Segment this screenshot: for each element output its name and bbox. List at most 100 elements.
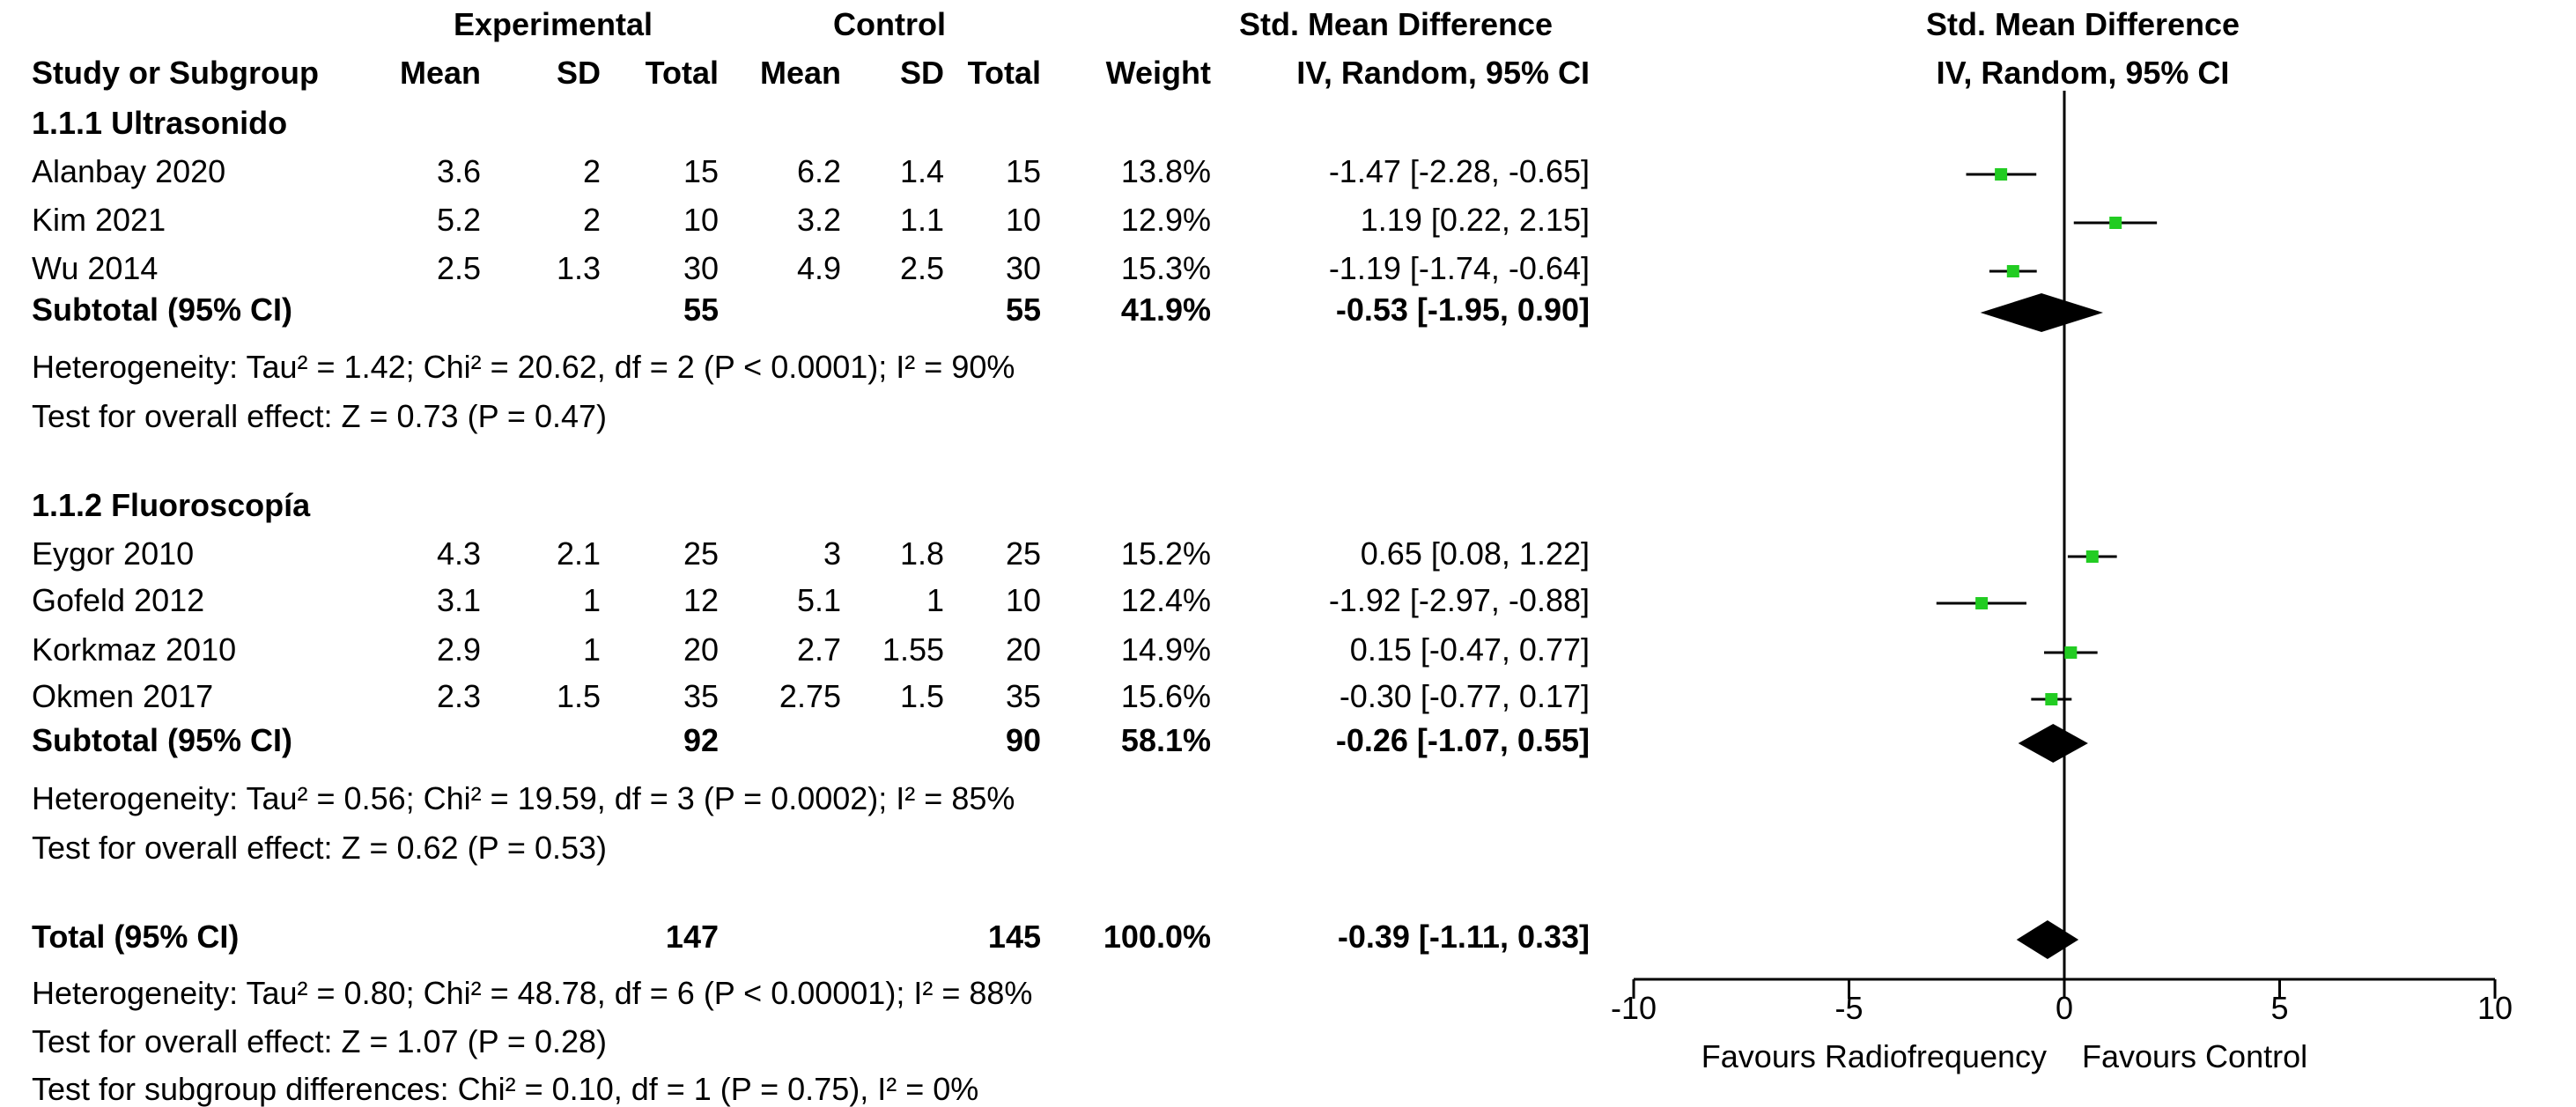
weight: 58.1% [1120, 722, 1211, 758]
method-header: IV, Random, 95% CI [1296, 55, 1590, 91]
effect-ci: -1.47 [-2.28, -0.65] [1328, 153, 1590, 189]
study-point [2109, 217, 2122, 229]
control-group-header: Control [833, 6, 946, 42]
study-point [2085, 550, 2099, 563]
weight: 15.2% [1120, 535, 1211, 572]
ctl-mean-header: Mean [759, 55, 841, 91]
ctl-total: 30 [1005, 250, 1041, 286]
ctl-mean: 3 [823, 535, 841, 572]
weight: 13.8% [1120, 153, 1211, 189]
effect-ci: -0.53 [-1.95, 0.90] [1335, 292, 1590, 328]
ctl-sd: 1.8 [899, 535, 944, 572]
ctl-sd: 1 [926, 582, 944, 618]
exp-mean: 5.2 [436, 202, 481, 238]
exp-sd: 1.5 [556, 678, 601, 714]
ctl-sd: 1.5 [899, 678, 944, 714]
study-name: Alanbay 2020 [32, 153, 226, 189]
study-name: Wu 2014 [32, 250, 159, 286]
overall-effect-text: Test for overall effect: Z = 0.73 (P = 0… [32, 398, 608, 434]
exp-total: 35 [683, 678, 719, 714]
study-name: Eygor 2010 [32, 535, 195, 572]
study-name: Kim 2021 [32, 202, 166, 238]
exp-total: 30 [683, 250, 719, 286]
ctl-total: 10 [1005, 582, 1041, 618]
exp-total: 55 [683, 292, 719, 328]
exp-total: 147 [665, 919, 719, 955]
heterogeneity-text: Heterogeneity: Tau² = 0.80; Chi² = 48.78… [32, 975, 1033, 1011]
exp-total-header: Total [645, 55, 719, 91]
effect-ci: -0.39 [-1.11, 0.33] [1337, 919, 1590, 955]
exp-total: 10 [683, 202, 719, 238]
study-point [1995, 168, 2008, 181]
x-tick-label: -5 [1834, 990, 1863, 1026]
exp-total: 25 [683, 535, 719, 572]
ctl-total: 35 [1005, 678, 1041, 714]
ctl-mean: 2.7 [796, 631, 841, 668]
ctl-total: 90 [1005, 722, 1041, 758]
ctl-mean: 2.75 [779, 678, 841, 714]
pooled-diamond [2016, 920, 2079, 959]
overall-effect-text: Test for overall effect: Z = 0.62 (P = 0… [32, 830, 608, 866]
subgroup-title: 1.1.1 Ultrasonido [32, 105, 288, 141]
plot-method: IV, Random, 95% CI [1936, 55, 2230, 91]
exp-mean: 3.6 [436, 153, 481, 189]
exp-sd: 2 [582, 153, 601, 189]
weight: 12.9% [1120, 202, 1211, 238]
ctl-mean: 3.2 [796, 202, 841, 238]
study-point [2045, 693, 2058, 705]
ctl-total: 15 [1005, 153, 1041, 189]
pooled-diamond [1980, 293, 2104, 332]
ctl-total: 145 [987, 919, 1041, 955]
weight: 15.3% [1120, 250, 1211, 286]
exp-sd: 1 [582, 631, 601, 668]
exp-mean: 4.3 [436, 535, 481, 572]
study-name: Okmen 2017 [32, 678, 214, 714]
effect-ci: 1.19 [0.22, 2.15] [1360, 202, 1590, 238]
ctl-total: 10 [1005, 202, 1041, 238]
ctl-total: 25 [1005, 535, 1041, 572]
weight: 41.9% [1120, 292, 1211, 328]
ctl-total: 55 [1005, 292, 1041, 328]
weight: 12.4% [1120, 582, 1211, 618]
ctl-sd-header: SD [899, 55, 944, 91]
exp-total: 92 [683, 722, 719, 758]
weight: 100.0% [1103, 919, 1211, 955]
exp-sd: 1 [582, 582, 601, 618]
effect-ci: -0.30 [-0.77, 0.17] [1339, 678, 1590, 714]
exp-mean-header: Mean [399, 55, 481, 91]
ctl-mean: 4.9 [796, 250, 841, 286]
pooled-diamond [2018, 724, 2088, 763]
ctl-total-header: Total [967, 55, 1041, 91]
exp-sd-header: SD [556, 55, 601, 91]
total-label: Total (95% CI) [32, 919, 240, 955]
study-point [2064, 646, 2078, 659]
heterogeneity-text: Heterogeneity: Tau² = 1.42; Chi² = 20.62… [32, 349, 1015, 385]
effect-ci: -1.19 [-1.74, -0.64] [1328, 250, 1590, 286]
subgroup-title: 1.1.2 Fluoroscopía [32, 487, 311, 523]
effect-ci: -1.92 [-2.97, -0.88] [1328, 582, 1590, 618]
exp-total: 20 [683, 631, 719, 668]
favours-right-label: Favours Control [2082, 1038, 2307, 1074]
weight: 14.9% [1120, 631, 1211, 668]
plot-title: Std. Mean Difference [1925, 6, 2240, 42]
exp-total: 15 [683, 153, 719, 189]
exp-mean: 2.5 [436, 250, 481, 286]
subtotal-label: Subtotal (95% CI) [32, 722, 293, 758]
x-tick-label: 0 [2056, 990, 2073, 1026]
exp-sd: 1.3 [556, 250, 601, 286]
favours-left-label: Favours Radiofrequency [1701, 1038, 2047, 1074]
study-point [2006, 265, 2019, 277]
exp-mean: 2.9 [436, 631, 481, 668]
ctl-sd: 1.55 [882, 631, 944, 668]
x-tick-label: 10 [2477, 990, 2513, 1026]
subgroup-differences-text: Test for subgroup differences: Chi² = 0.… [32, 1071, 979, 1107]
study-or-subgroup-header: Study or Subgroup [32, 55, 319, 91]
effect-ci: 0.65 [0.08, 1.22] [1360, 535, 1590, 572]
heterogeneity-text: Heterogeneity: Tau² = 0.56; Chi² = 19.59… [32, 780, 1015, 816]
study-name: Korkmaz 2010 [32, 631, 237, 668]
weight-header: Weight [1105, 55, 1211, 91]
ctl-sd: 2.5 [899, 250, 944, 286]
experimental-group-header: Experimental [453, 6, 653, 42]
ctl-sd: 1.1 [899, 202, 944, 238]
